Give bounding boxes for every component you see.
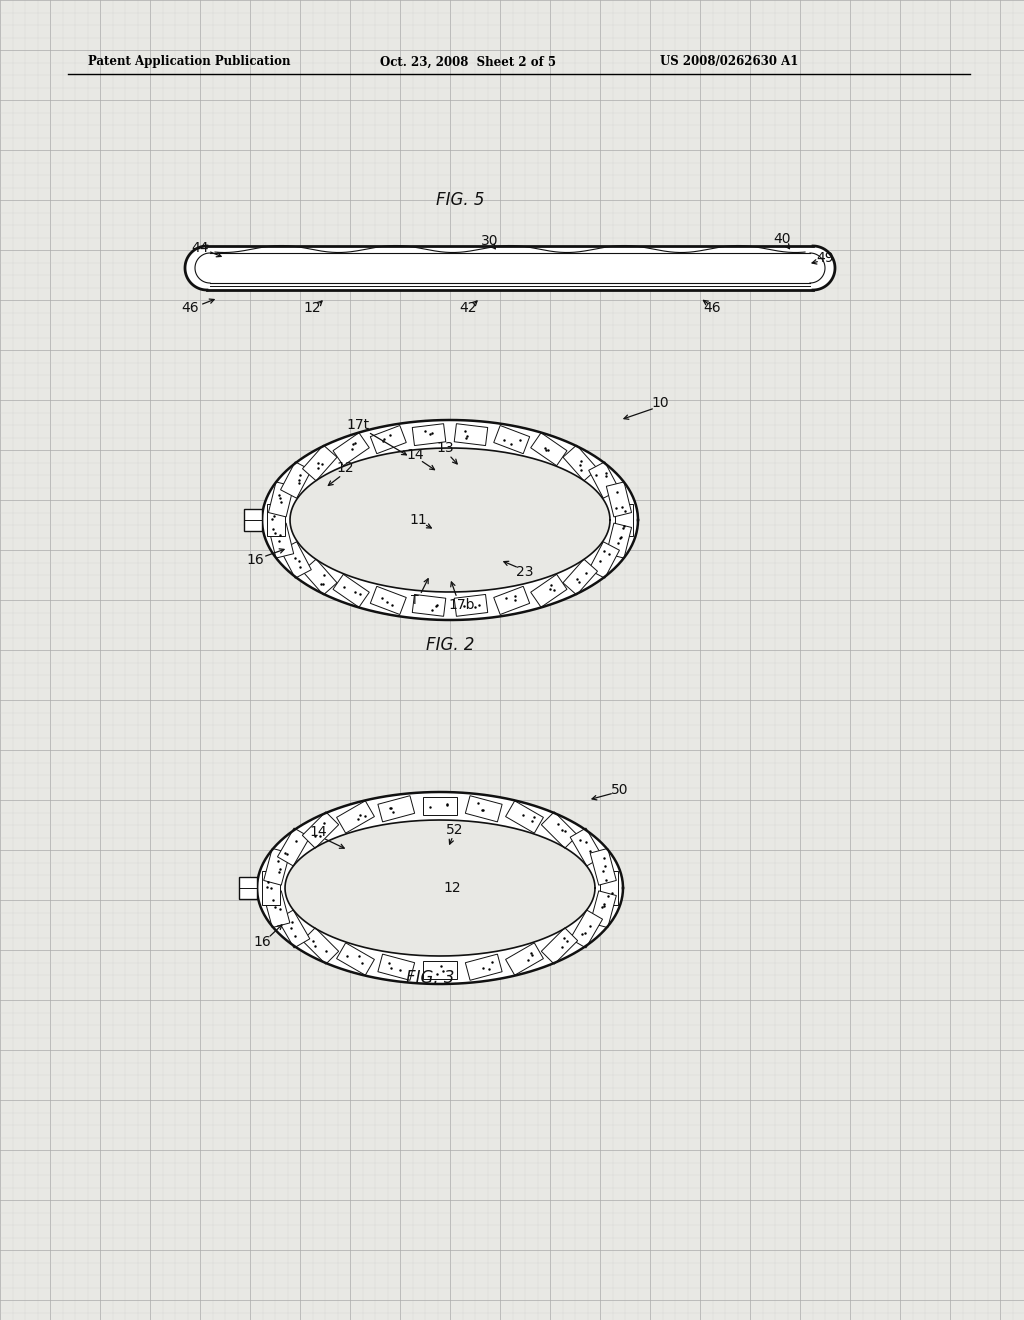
Bar — [244, 510, 262, 531]
Text: T: T — [411, 594, 419, 606]
Polygon shape — [570, 828, 602, 866]
Polygon shape — [542, 812, 578, 849]
Text: 12: 12 — [303, 301, 321, 315]
Polygon shape — [455, 424, 487, 446]
Bar — [239, 876, 257, 899]
Text: 14: 14 — [407, 447, 424, 462]
Text: Oct. 23, 2008  Sheet 2 of 5: Oct. 23, 2008 Sheet 2 of 5 — [380, 55, 556, 69]
Text: 42: 42 — [459, 301, 477, 315]
Polygon shape — [378, 796, 415, 822]
Text: 14: 14 — [309, 825, 327, 840]
Text: 40: 40 — [773, 232, 791, 246]
Polygon shape — [371, 425, 407, 454]
Text: 13: 13 — [436, 441, 454, 455]
Polygon shape — [563, 560, 598, 595]
Text: 11: 11 — [410, 513, 427, 527]
Polygon shape — [371, 586, 407, 615]
Polygon shape — [465, 954, 502, 981]
Polygon shape — [494, 425, 529, 454]
Text: 16: 16 — [246, 553, 264, 568]
Polygon shape — [262, 871, 281, 904]
Polygon shape — [267, 504, 285, 536]
Polygon shape — [423, 961, 457, 979]
Polygon shape — [413, 424, 445, 446]
Polygon shape — [465, 796, 502, 822]
Text: 30: 30 — [481, 234, 499, 248]
Text: US 2008/0262630 A1: US 2008/0262630 A1 — [660, 55, 799, 69]
Polygon shape — [281, 541, 311, 578]
Polygon shape — [263, 849, 290, 886]
Text: 49: 49 — [816, 251, 834, 265]
Polygon shape — [413, 594, 445, 616]
Text: 17t: 17t — [346, 418, 370, 432]
Ellipse shape — [285, 820, 595, 956]
Ellipse shape — [257, 792, 623, 983]
Polygon shape — [302, 928, 339, 964]
Polygon shape — [455, 594, 487, 616]
Polygon shape — [185, 246, 835, 290]
Text: FIG. 5: FIG. 5 — [436, 191, 484, 209]
Polygon shape — [506, 801, 544, 833]
Ellipse shape — [290, 447, 610, 591]
Polygon shape — [542, 928, 578, 964]
Text: 50: 50 — [611, 783, 629, 797]
Polygon shape — [333, 574, 370, 607]
Polygon shape — [600, 871, 618, 904]
Polygon shape — [278, 909, 310, 948]
Polygon shape — [268, 482, 294, 517]
Text: 46: 46 — [181, 301, 199, 315]
Polygon shape — [378, 954, 415, 981]
Text: 10: 10 — [651, 396, 669, 411]
Text: 12: 12 — [443, 880, 461, 895]
Text: 44: 44 — [191, 242, 209, 255]
Text: Patent Application Publication: Patent Application Publication — [88, 55, 291, 69]
Polygon shape — [590, 891, 616, 928]
Polygon shape — [333, 433, 370, 466]
Polygon shape — [589, 541, 620, 578]
Polygon shape — [337, 942, 375, 975]
Text: FIG. 2: FIG. 2 — [426, 636, 474, 653]
Polygon shape — [494, 586, 529, 615]
Polygon shape — [589, 462, 620, 498]
Polygon shape — [302, 560, 337, 595]
Polygon shape — [590, 849, 616, 886]
Polygon shape — [281, 462, 311, 498]
Text: 52: 52 — [446, 822, 464, 837]
Text: 46: 46 — [703, 301, 721, 315]
Polygon shape — [570, 909, 602, 948]
Polygon shape — [606, 482, 632, 517]
Polygon shape — [302, 812, 339, 849]
Text: 23: 23 — [516, 565, 534, 579]
Polygon shape — [506, 942, 544, 975]
Ellipse shape — [262, 420, 638, 620]
Polygon shape — [263, 891, 290, 928]
Polygon shape — [268, 523, 294, 558]
Text: 17b: 17b — [449, 598, 475, 612]
Polygon shape — [606, 523, 632, 558]
Polygon shape — [337, 801, 375, 833]
Text: 16: 16 — [253, 935, 271, 949]
Polygon shape — [614, 504, 633, 536]
Polygon shape — [530, 433, 567, 466]
Polygon shape — [278, 828, 310, 866]
Text: FIG. 3: FIG. 3 — [406, 969, 455, 987]
Polygon shape — [302, 445, 337, 480]
Text: 12: 12 — [336, 461, 354, 475]
Polygon shape — [530, 574, 567, 607]
Polygon shape — [563, 445, 598, 480]
Polygon shape — [423, 797, 457, 814]
